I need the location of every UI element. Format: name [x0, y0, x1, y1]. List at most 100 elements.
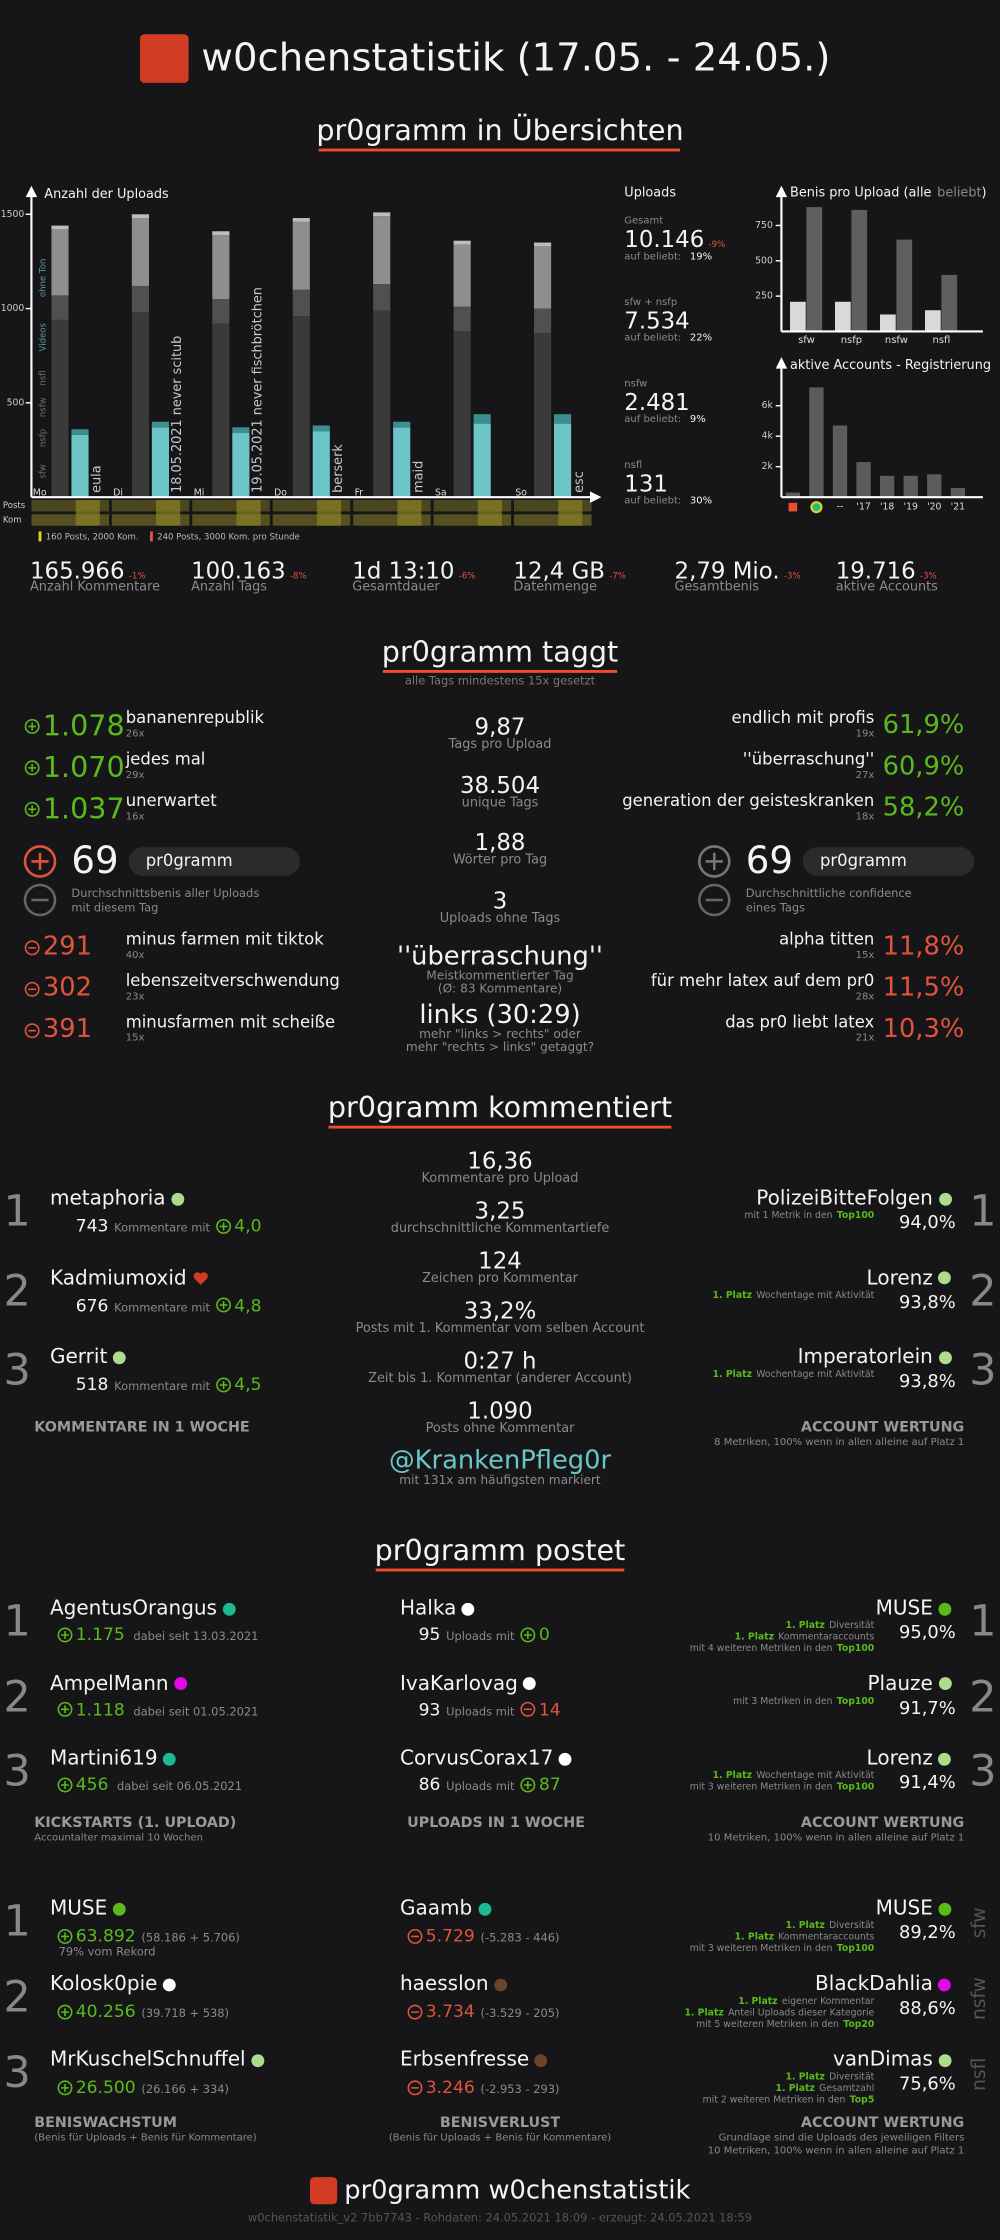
text: Top100	[836, 1642, 875, 1654]
text: Kommentare mit	[114, 1221, 210, 1235]
user-name: Lorenz	[866, 1266, 933, 1290]
user-name: Plauze	[867, 1672, 933, 1695]
strip-peak	[156, 499, 181, 526]
text: Uploads mit	[446, 1704, 515, 1718]
bar-segment	[131, 214, 149, 219]
tag-value: 291	[42, 931, 92, 962]
user-row: vanDimas	[833, 2050, 952, 2070]
icon-ring	[57, 1776, 73, 1792]
tag-value-row: 1.037	[24, 791, 125, 826]
text: 5.729	[425, 1925, 475, 1946]
center-label: mehr "links > rechts" oder	[419, 1028, 581, 1043]
video-bar-segment	[71, 434, 89, 498]
loss-row: 3.734 (-3.529 - 205)	[407, 2003, 559, 2020]
metric-line: mit 1 Metrik in den Top100	[744, 1211, 874, 1220]
tag-count: 19x	[855, 727, 875, 740]
tag-count: 26x	[125, 727, 145, 740]
rank: 1	[3, 1187, 31, 1238]
user-name: CorvusCorax17	[399, 1747, 554, 1770]
stat-row: 100.163 -8%	[191, 559, 307, 583]
center-value: links (30:29)	[419, 999, 581, 1030]
x-tick-label: '19	[904, 502, 918, 513]
center-value: 1,88	[474, 828, 526, 856]
bar	[789, 301, 806, 332]
user-name: IvaKarlovag	[399, 1672, 518, 1695]
user-name: MUSE	[875, 1597, 933, 1620]
block-title: ACCOUNT WERTUNG	[800, 1419, 965, 1436]
kom-strip	[111, 514, 190, 526]
plus-icon	[57, 2079, 73, 2095]
text: eigener Kommentar	[781, 1995, 875, 2007]
posts-strip	[353, 499, 431, 512]
tag-name: ''überraschung''	[742, 748, 875, 769]
filter-label: sfw	[969, 1907, 991, 1939]
series-label: sfw	[38, 464, 48, 478]
user-badge	[938, 1602, 952, 1615]
user-row: IvaKarlovag	[399, 1672, 537, 1695]
tag-value: 1.037	[42, 791, 125, 826]
video-bar-segment	[393, 427, 411, 498]
user-badge	[174, 1677, 188, 1690]
tag-value: 1.070	[42, 749, 125, 785]
text: 63.892	[75, 1925, 136, 1946]
upload-value: 10.146	[624, 225, 705, 253]
icon-ring	[520, 1776, 536, 1792]
section-heading: pr0gramm postet	[374, 1532, 626, 1568]
strip-label: Kom	[3, 515, 22, 525]
bar-segment	[292, 218, 310, 222]
bar	[809, 387, 824, 498]
user-name: haesslon	[399, 1972, 489, 1996]
y-tick-label: 4k	[762, 431, 774, 442]
bar	[856, 462, 871, 498]
stat-label: Anzahl Tags	[191, 580, 267, 595]
bar-annotation: 18.05.2021 never scitub	[170, 336, 185, 493]
section-subtitle: alle Tags mindestens 15x gesetzt	[404, 674, 596, 688]
user-name: BlackDahlia	[815, 1972, 933, 1996]
icon-ring	[216, 1297, 232, 1313]
text: 4,5	[234, 1374, 262, 1395]
text: Diversität	[829, 2071, 875, 2083]
tag-pill	[802, 847, 975, 876]
x-tick-label: Di	[113, 487, 123, 498]
text: Kommentare mit	[114, 1379, 210, 1393]
bar-segment	[51, 295, 69, 320]
big-minus	[23, 883, 57, 917]
tag-value: 61,9%	[882, 709, 965, 740]
center-value: 38.504	[460, 770, 540, 798]
big-minus	[697, 883, 731, 917]
block-note: Accountalter maximal 10 Wochen	[34, 1832, 203, 1844]
metric-line: mit 3 Metriken in den Top100	[733, 1696, 874, 1705]
text: dabei seit 06.05.2021	[117, 1779, 243, 1793]
text: Wochentage mit Aktivität	[756, 1288, 875, 1301]
tag-count: 23x	[125, 990, 145, 1003]
loss-row: 3.246 (-2.953 - 293)	[407, 2079, 559, 2096]
text: 676	[75, 1294, 109, 1315]
user-badge	[938, 1271, 952, 1285]
icon-ring	[407, 2079, 423, 2095]
text: Top5	[849, 2093, 875, 2106]
loss-row: 5.729 (-5.283 - 446)	[407, 1927, 559, 1944]
center-label: Posts ohne Kommentar	[425, 1422, 575, 1437]
text: Diversität	[829, 1919, 875, 1932]
kom-strip	[192, 514, 270, 526]
text: Anteil Uploads dieser Kategorie	[728, 2006, 875, 2019]
center-label: Uploads ohne Tags	[439, 911, 561, 926]
strip-peak	[558, 499, 583, 526]
user-badge	[523, 1677, 537, 1690]
text: dabei seit 01.05.2021	[133, 1704, 259, 1718]
icon-ring	[57, 2003, 73, 2019]
stat-label: Gesamtbenis	[674, 580, 760, 595]
plus-icon	[57, 2003, 73, 2019]
rating-value: 94,0%	[898, 1211, 956, 1233]
avg-desc: Durchschnittsbenis aller Uploads	[71, 887, 260, 900]
posts-strip	[111, 499, 190, 512]
metric-line: 1. Platz Gesamtzahl	[776, 2084, 875, 2093]
video-bar-segment	[553, 414, 572, 424]
metric-line: 1. Platz Wochentage mit Aktivität	[713, 1771, 875, 1780]
center-label: Meistkommentierter Tag	[426, 969, 574, 984]
avg-desc: Durchschnittliche confidence	[745, 887, 912, 900]
text: 22%	[689, 332, 713, 344]
center-value: 0:27 h	[463, 1347, 537, 1375]
text: mit 1 Metrik in den	[744, 1209, 833, 1222]
strip-peak	[397, 499, 422, 526]
